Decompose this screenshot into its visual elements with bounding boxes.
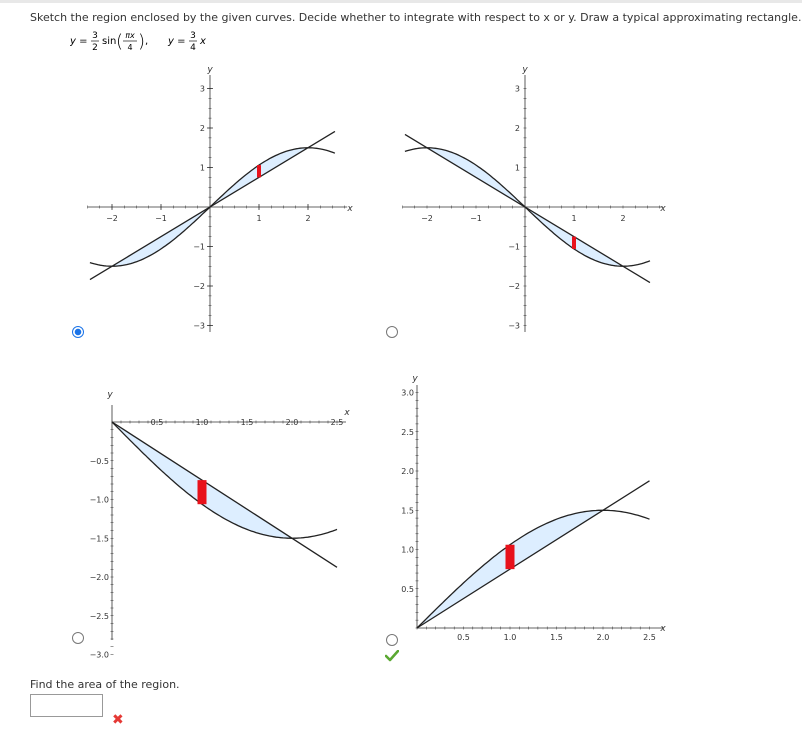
option-4-region: [417, 510, 603, 628]
option-4-y-tick: 0.5: [401, 585, 414, 594]
option-3-x-tick: 2.0: [286, 418, 299, 427]
option-2-y-tick: −1: [508, 243, 520, 252]
option-2-x-tick: −1: [470, 214, 482, 223]
option-2-y-tick: −2: [508, 282, 520, 291]
top-divider: [0, 0, 802, 3]
svg-text:(: (: [116, 31, 123, 52]
option-3-region: [112, 422, 292, 539]
correct-check-icon: [385, 650, 399, 662]
option-3-x-tick: 0.5: [151, 418, 164, 427]
option-2-x-tick: 2: [620, 214, 625, 223]
option-4-y-tick: 2.5: [401, 428, 414, 437]
option-2-region: [427, 147, 623, 267]
question-prompt: Sketch the region enclosed by the given …: [30, 11, 802, 24]
eq2-lhs: y =: [167, 36, 185, 47]
eq2-var: x: [199, 36, 206, 47]
option-4-x-label: x: [659, 624, 666, 634]
area-question-label: Find the area of the region.: [30, 678, 180, 691]
eq2-num: 3: [190, 31, 196, 41]
eq2-den: 4: [190, 43, 196, 53]
eq1-arg-num: πx: [125, 31, 135, 40]
option-4-line: [416, 480, 650, 629]
option-3-y-tick: −2.5: [90, 612, 109, 621]
option-1-radio[interactable]: [72, 326, 84, 338]
option-4-x-tick: 1.0: [504, 633, 517, 642]
option-3-radio[interactable]: [72, 632, 84, 644]
option-3-y-tick: −3.0: [90, 651, 109, 660]
option-4-y-tick: 3.0: [401, 389, 414, 398]
option-2-y-tick: 3: [515, 85, 520, 94]
option-1-x-label: x: [346, 204, 353, 214]
incorrect-cross-icon: ✖: [112, 712, 124, 728]
option-1-x-tick: 2: [305, 214, 310, 223]
option-2-x-label: x: [659, 204, 666, 214]
option-3-approx-rect: [197, 480, 207, 505]
option-4-x-tick: 1.5: [550, 633, 563, 642]
option-1-y-tick: 2: [200, 124, 205, 133]
option-3-y-label: y: [106, 390, 113, 400]
option-2-sine-curve: [404, 147, 651, 267]
option-2-x-tick: 1: [571, 214, 576, 223]
option-1-y-tick: −1: [193, 243, 205, 252]
option-3-x-tick: 1.0: [196, 418, 209, 427]
option-1-x-tick: −2: [106, 214, 118, 223]
option-4-radio[interactable]: [386, 634, 398, 646]
option-1-y-tick: 3: [200, 85, 205, 94]
option-4-x-tick: 0.5: [457, 633, 470, 642]
option-2-radio[interactable]: [386, 326, 398, 338]
eq1-arg-den: 4: [127, 43, 132, 52]
eq1-num: 3: [92, 31, 98, 41]
option-1-x-tick: −1: [155, 214, 167, 223]
option-4-y-tick: 2.0: [401, 467, 414, 476]
option-1-y-tick: −2: [193, 282, 205, 291]
option-2-y-tick: 2: [515, 124, 520, 133]
option-3-y-tick: −0.5: [90, 457, 109, 466]
option-3-y-tick: −2.0: [90, 573, 109, 582]
option-1-region: [112, 147, 308, 267]
option-3-y-tick: −1.0: [90, 496, 109, 505]
option-3-x-label: x: [343, 408, 350, 418]
svg-text:): ): [138, 31, 145, 52]
eq1-den: 2: [92, 43, 98, 53]
option-4-y-tick: 1.5: [401, 506, 414, 515]
option-4-x-tick: 2.0: [597, 633, 610, 642]
area-answer-input[interactable]: [30, 694, 103, 717]
option-3-x-tick: 1.5: [241, 418, 254, 427]
option-1-approx-rect: [257, 165, 261, 178]
option-2-y-tick: 1: [515, 164, 520, 173]
option-1-x-tick: 1: [256, 214, 261, 223]
option-1-y-label: y: [206, 65, 213, 75]
eq1-fn: sin: [102, 36, 116, 47]
equations: y = 3 2 sin ( πx 4 ) , y = 3 4 x: [70, 31, 206, 53]
option-2-approx-rect: [572, 236, 576, 249]
option-3-x-tick: 2.5: [331, 418, 344, 427]
option-3-line: [111, 421, 338, 568]
option-2-x-tick: −2: [421, 214, 433, 223]
option-4-x-tick: 2.5: [643, 633, 656, 642]
eq1-lhs: y =: [70, 36, 87, 47]
option-1-y-tick: 1: [200, 164, 205, 173]
svg-text:,: ,: [145, 36, 148, 47]
option-2-y-tick: −3: [508, 322, 520, 331]
option-2-y-label: y: [521, 65, 528, 75]
option-3-sine-curve: [111, 421, 338, 539]
option-4-approx-rect: [505, 544, 515, 570]
option-1-line: [89, 130, 336, 281]
option-2-line: [404, 133, 651, 284]
option-4-y-tick: 1.0: [401, 546, 414, 555]
option-4-sine-curve: [416, 509, 650, 629]
option-3-y-tick: −1.5: [90, 534, 109, 543]
option-1-sine-curve: [89, 147, 336, 267]
option-4-y-label: y: [411, 374, 418, 384]
option-1-y-tick: −3: [193, 322, 205, 331]
